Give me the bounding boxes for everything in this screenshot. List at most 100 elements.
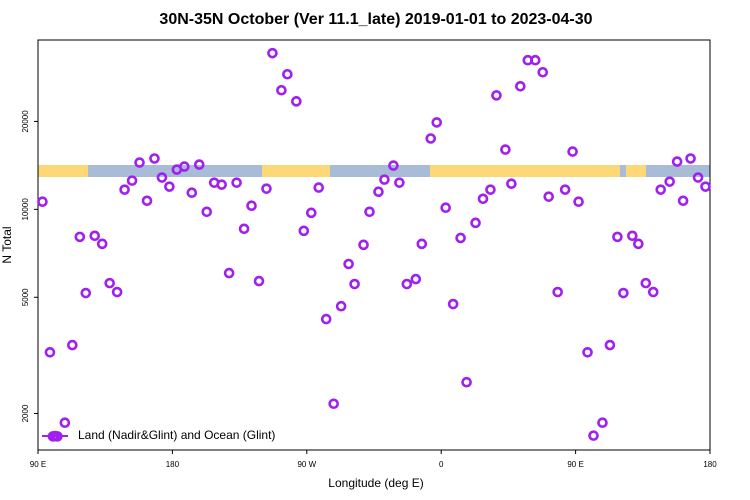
data-point <box>700 181 711 192</box>
y-tick-label: 5000 <box>21 288 30 306</box>
data-point <box>149 153 160 164</box>
data-point <box>655 184 667 195</box>
data-point <box>216 179 227 190</box>
data-point <box>447 298 459 310</box>
data-point <box>552 286 563 298</box>
data-point <box>44 347 56 358</box>
x-axis-label: Longitude (deg E) <box>328 476 423 490</box>
data-point <box>588 430 599 441</box>
data-point <box>425 133 437 144</box>
data-point <box>455 232 466 244</box>
data-point <box>89 230 101 242</box>
y-tick-label: 20000 <box>21 110 30 133</box>
data-point <box>506 178 517 190</box>
data-point <box>59 417 71 429</box>
data-point <box>388 160 399 171</box>
data-point <box>193 159 205 170</box>
data-point <box>291 96 302 107</box>
data-point <box>186 187 198 199</box>
data-point <box>305 207 317 219</box>
data-point <box>394 177 405 188</box>
data-point <box>298 225 310 237</box>
data-point <box>477 193 489 205</box>
data-point <box>685 153 696 164</box>
data-point <box>677 195 689 207</box>
data-point <box>640 277 652 289</box>
data-point <box>164 181 175 192</box>
x-tick-label: 90 W <box>297 460 316 469</box>
data-point <box>491 90 502 101</box>
data-point <box>567 146 578 157</box>
data-point <box>582 347 593 358</box>
x-tick-label: 180 <box>166 460 180 469</box>
data-point <box>515 80 526 92</box>
data-point <box>119 184 130 195</box>
data-point <box>401 278 413 290</box>
x-tick-label: 90 E <box>567 460 583 469</box>
x-tick-label: 180 <box>703 460 717 469</box>
data-point <box>647 286 659 298</box>
data-point <box>500 144 511 155</box>
data-point <box>80 287 92 299</box>
data-point <box>246 200 257 212</box>
data-point <box>529 54 541 66</box>
data-point <box>313 182 325 193</box>
data-point <box>358 239 369 251</box>
x-tick-label: 0 <box>439 460 444 469</box>
data-point <box>416 238 428 250</box>
data-point <box>328 398 339 410</box>
data-point <box>664 176 675 187</box>
data-point <box>37 196 48 208</box>
data-point <box>156 172 168 183</box>
land-strip <box>626 165 646 177</box>
data-point <box>461 376 472 388</box>
data-point <box>618 287 629 299</box>
data-point <box>96 238 108 250</box>
data-point <box>379 174 390 185</box>
data-point <box>126 175 138 186</box>
data-point <box>104 277 115 289</box>
data-point <box>543 191 555 202</box>
land-strip <box>262 165 330 177</box>
data-point <box>231 177 242 188</box>
legend-label: Land (Nadir&Glint) and Ocean (Glint) <box>78 428 275 442</box>
data-point <box>141 195 153 207</box>
data-point <box>627 230 638 242</box>
land-strip <box>38 165 88 177</box>
data-point <box>276 84 287 96</box>
data-point <box>267 47 278 59</box>
data-point <box>559 184 571 195</box>
data-point <box>431 117 443 128</box>
land-ocean-strip <box>38 165 710 177</box>
data-point <box>537 66 549 78</box>
y-tick-label: 2000 <box>21 404 30 422</box>
data-point <box>335 300 347 312</box>
data-point <box>282 68 293 80</box>
data-point <box>320 313 332 325</box>
data-point <box>364 206 375 218</box>
data-point <box>470 217 481 229</box>
data-point <box>343 258 354 270</box>
data-point <box>67 339 78 351</box>
data-point <box>111 286 123 298</box>
data-point <box>238 223 250 235</box>
legend-marker <box>49 430 61 442</box>
data-point <box>671 156 683 167</box>
chart-title: 30N-35N October (Ver 11.1_late) 2019-01-… <box>159 11 592 28</box>
data-point <box>349 278 360 290</box>
land-strip <box>430 165 620 177</box>
data-point <box>261 183 272 194</box>
data-point <box>440 202 451 214</box>
data-point <box>573 196 584 208</box>
data-point <box>223 267 235 279</box>
data-point <box>201 206 213 218</box>
data-point <box>604 339 616 351</box>
y-tick-label: 10000 <box>21 198 30 221</box>
plot-frame <box>37 39 711 451</box>
data-point <box>633 238 644 250</box>
x-tick-label: 90 E <box>30 460 46 469</box>
data-point <box>134 157 145 168</box>
data-point <box>410 273 422 285</box>
data-point <box>74 231 86 243</box>
